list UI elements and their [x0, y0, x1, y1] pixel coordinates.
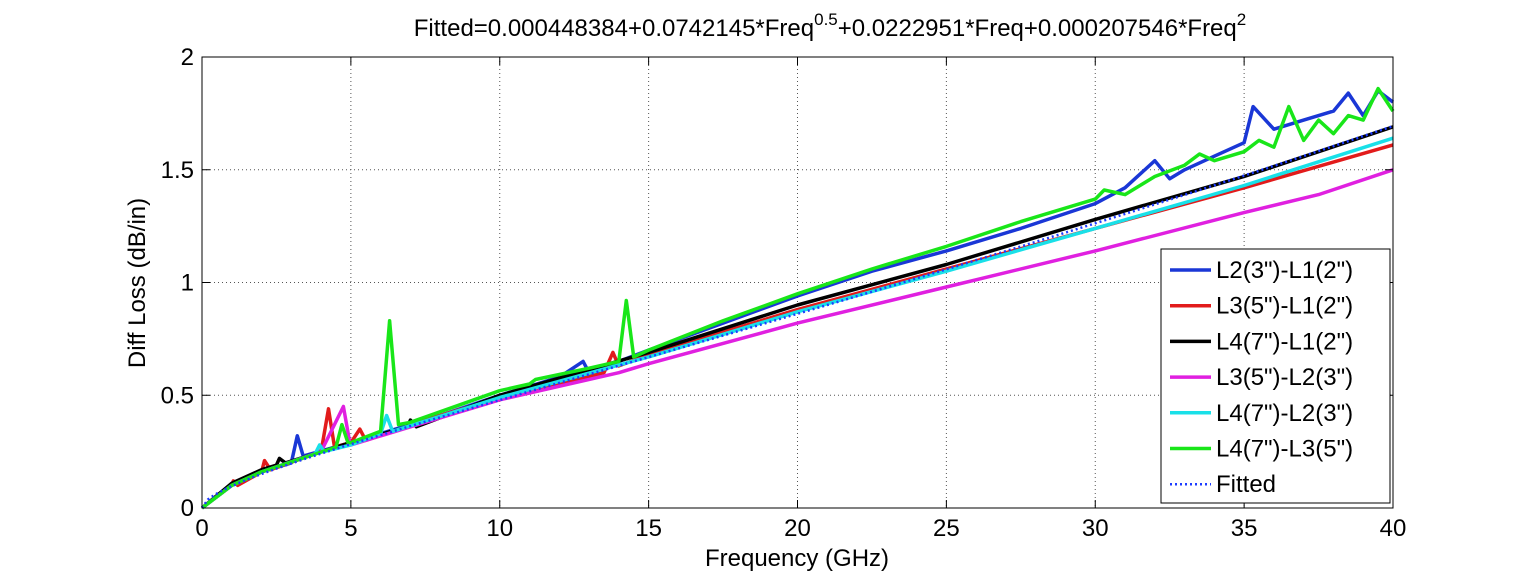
- legend-label: L4(7")-L3(5"): [1216, 436, 1353, 463]
- legend-label: L3(5")-L1(2"): [1216, 293, 1353, 320]
- legend-label: L3(5")-L2(3"): [1216, 364, 1353, 391]
- x-tick-label: 25: [933, 515, 960, 542]
- x-tick-label: 20: [784, 515, 811, 542]
- legend-label: L2(3")-L1(2"): [1216, 257, 1353, 284]
- x-tick-label: 15: [635, 515, 662, 542]
- title-part-2: +0.0222951*Freq+0.000207546*Freq: [838, 15, 1237, 42]
- x-tick-label: 35: [1231, 515, 1258, 542]
- y-tick-label: 1.5: [161, 157, 194, 184]
- y-tick-label: 1: [181, 270, 194, 297]
- x-tick-label: 30: [1082, 515, 1109, 542]
- x-tick-label: 0: [195, 515, 208, 542]
- y-tick-label: 0.5: [161, 382, 194, 409]
- series-line-6: [200, 86, 1395, 510]
- title-exponent-1: 0.5: [814, 10, 838, 29]
- legend-label: Fitted: [1216, 471, 1276, 498]
- legend-label: L4(7")-L1(2"): [1216, 328, 1353, 355]
- y-axis-label: Diff Loss (dB/in): [124, 198, 151, 368]
- x-axis-label: Frequency (GHz): [705, 545, 889, 572]
- x-tick-label: 5: [344, 515, 357, 542]
- chart-title: Fitted=0.000448384+0.0742145*Freq0.5+0.0…: [414, 10, 1246, 42]
- x-tick-label: 10: [486, 515, 513, 542]
- series-layer: [200, 86, 1395, 510]
- y-tick-label: 0: [181, 495, 194, 522]
- legend: L2(3")-L1(2") L3(5")-L1(2") L4(7")-L1(2") L…: [1160, 248, 1391, 504]
- legend-label: L4(7")-L2(3"): [1216, 400, 1353, 427]
- y-tick-label: 2: [181, 44, 194, 71]
- title-exponent-2: 2: [1237, 10, 1246, 29]
- x-tick-label: 40: [1380, 515, 1407, 542]
- title-part-1: Fitted=0.000448384+0.0742145*Freq: [414, 15, 814, 42]
- fitted-line: [200, 124, 1394, 509]
- axis-ticks: 0 5 10 15 20 25 30 35 40 0 0.5 1 1.5 2: [161, 44, 1407, 542]
